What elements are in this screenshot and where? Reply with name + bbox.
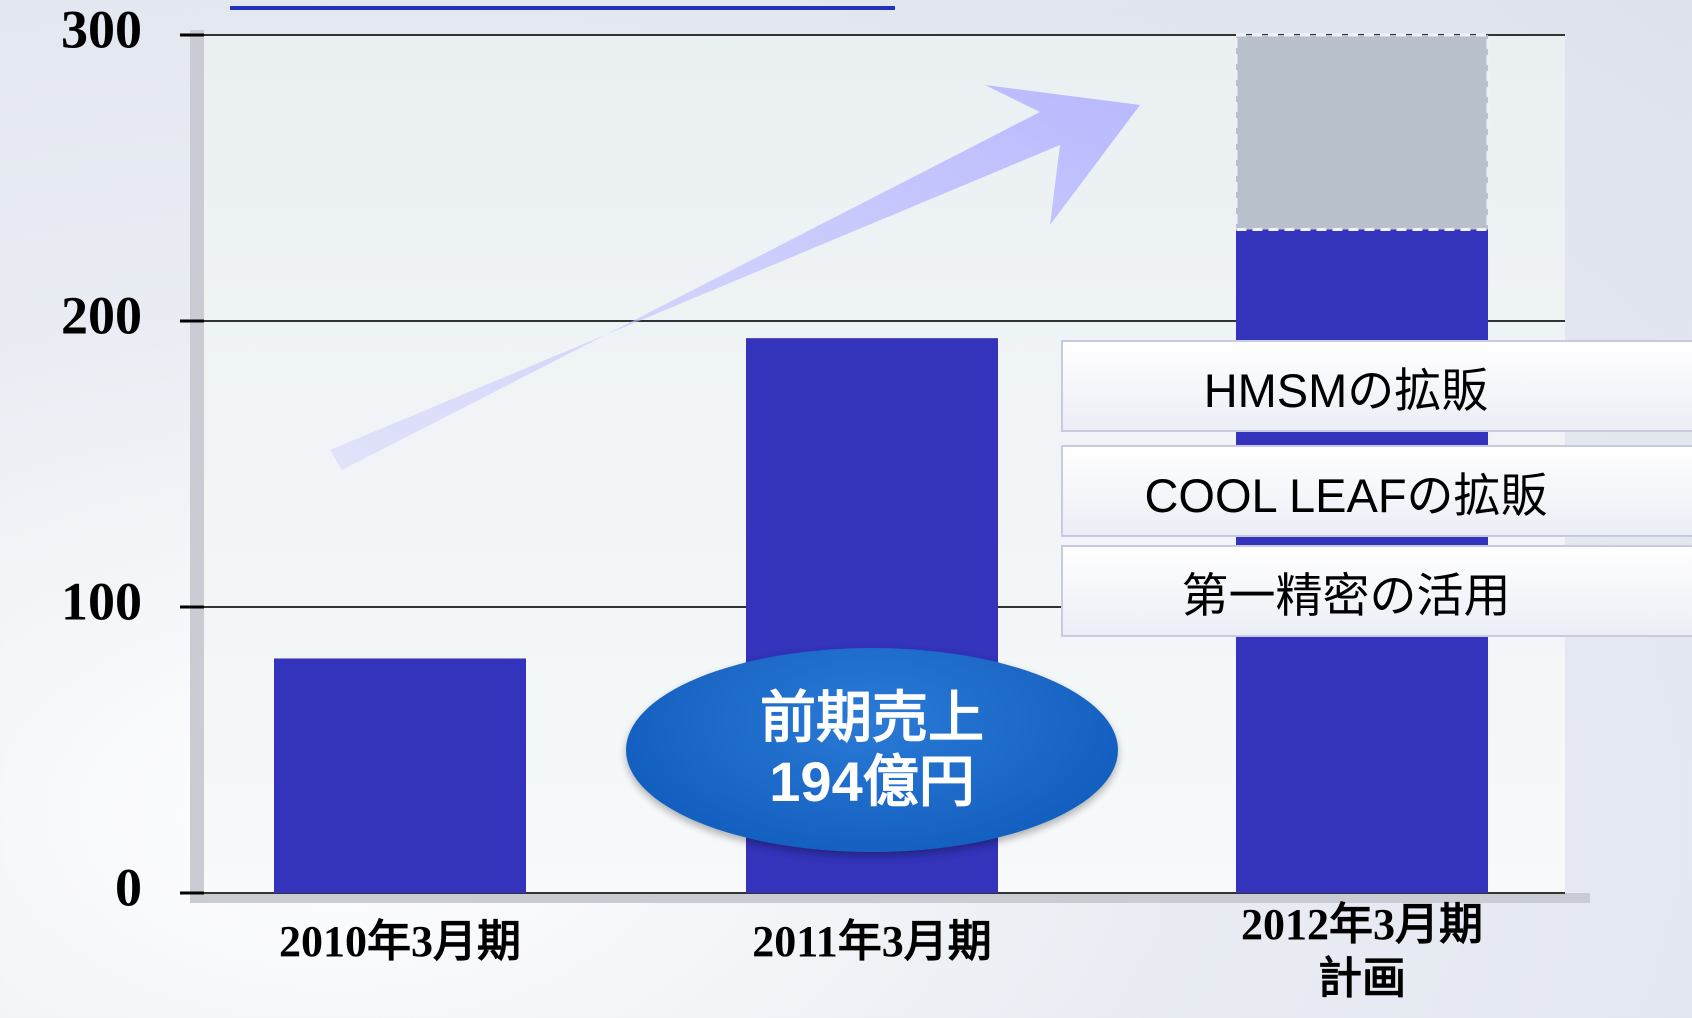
y-tick-label: 100	[61, 571, 142, 631]
y-tick-label: 200	[61, 285, 142, 345]
plot-floor	[190, 893, 1590, 903]
x-tick-label: 2012年3月期 計画	[1241, 900, 1483, 1003]
annotation-box: HMSMの拡販	[1061, 340, 1692, 432]
annotation-box: COOL LEAFの拡販	[1061, 445, 1692, 537]
bar	[1234, 33, 1490, 231]
x-tick-label: 2010年3月期	[279, 917, 521, 966]
annotation-bubble: 前期売上 194億円	[626, 648, 1118, 852]
plot-wall	[190, 30, 204, 898]
y-tick-label: 300	[61, 0, 142, 59]
annotation-box: 第一精密の活用	[1061, 545, 1692, 637]
y-tick-label: 0	[115, 857, 142, 917]
bar	[274, 658, 526, 893]
trend-arrow	[330, 85, 1140, 470]
x-tick-label: 2011年3月期	[752, 917, 992, 966]
